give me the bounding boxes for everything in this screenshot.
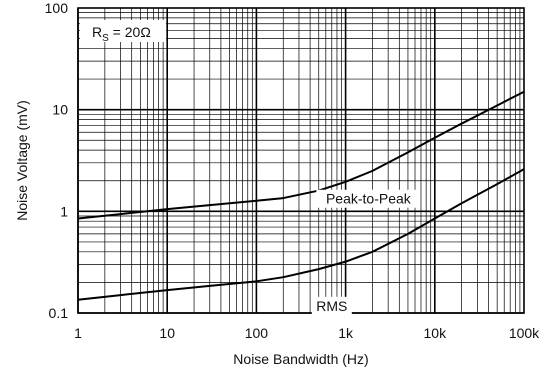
plot-background [78,8,524,313]
series-label-rms: RMS [316,298,347,314]
x-tick-label: 10k [424,325,448,341]
x-tick-labels: 1 10 100 1k 10k 100k [74,325,540,341]
rs-annotation-text: RS = 20Ω [92,24,151,44]
series-labels: Peak-to-Peak RMS [311,189,421,315]
series-line-peak-to-peak [77,90,525,220]
y-tick-label: 100 [45,0,69,16]
x-axis-label: Noise Bandwidth (Hz) [233,351,368,367]
y-tick-label: 0.1 [49,305,69,321]
y-tick-labels: 0.1 1 10 100 [45,0,69,321]
x-tick-label: 10 [159,325,175,341]
x-tick-label: 1 [74,325,82,341]
x-tick-label: 100k [509,325,540,341]
y-tick-label: 1 [60,203,68,219]
series-label-background [311,296,352,315]
y-tick-label: 10 [52,102,68,118]
x-tick-label: 1k [338,325,354,341]
x-tick-label: 100 [245,325,269,341]
grid [77,8,524,314]
series-label-background [316,189,421,208]
plot-frame [77,7,525,314]
rs-annotation-box [80,20,166,42]
series-label-peak-to-peak: Peak-to-Peak [326,191,412,207]
series-group [77,90,525,301]
series-line-rms [77,168,525,301]
rs-annotation: RS = 20Ω [80,20,166,44]
y-axis-label: Noise Voltage (mV) [14,100,30,221]
